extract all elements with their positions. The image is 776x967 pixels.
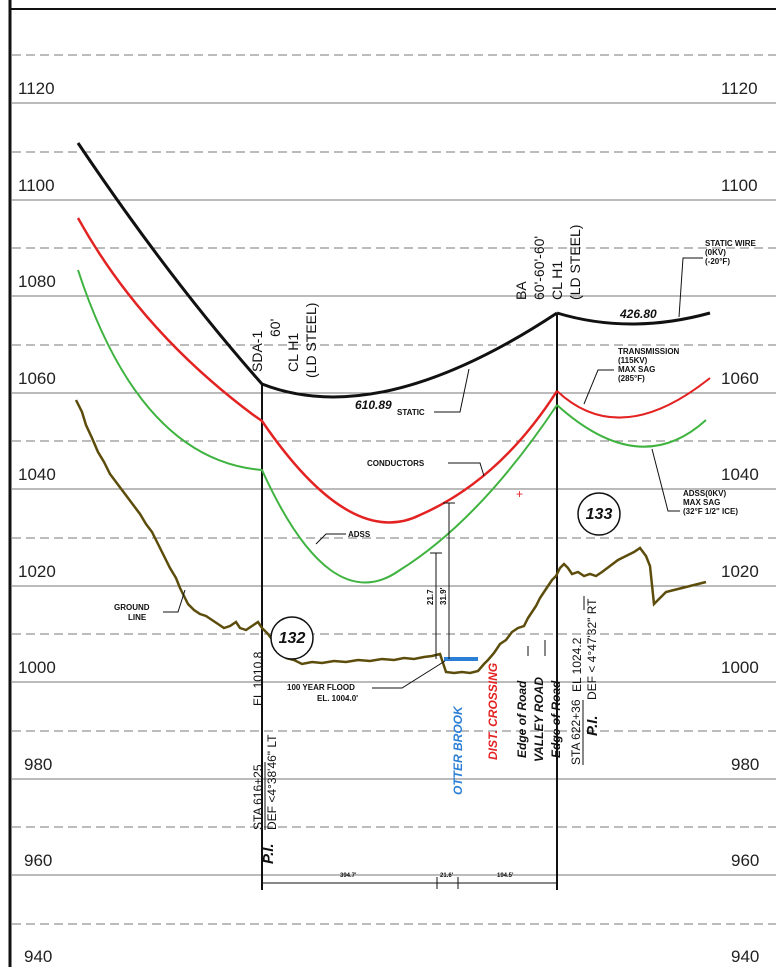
clearance-label-1: 21.7: [426, 589, 435, 605]
crossing-edge-of-road-2: Edge of Road: [549, 680, 563, 758]
elev-label-1020: 1020: [18, 562, 56, 581]
svg-text:(0KV): (0KV): [705, 248, 726, 257]
svg-text:(115KV): (115KV): [618, 356, 648, 365]
svg-text:EL. 1004.0': EL. 1004.0': [317, 694, 358, 703]
elev-label-1000: 1000: [18, 658, 56, 677]
svg-text:ADSS(0KV): ADSS(0KV): [683, 489, 726, 498]
svg-text:P.I.: P.I.: [260, 843, 277, 864]
red-plus-mark: +: [516, 487, 523, 501]
svg-text:100 YEAR FLOOD: 100 YEAR FLOOD: [287, 683, 355, 692]
svg-text:STA 616+25: STA 616+25: [251, 764, 265, 830]
structure-number-132: 132: [279, 630, 306, 647]
svg-text:CL H1: CL H1: [549, 261, 565, 300]
elev-label-right-980: 980: [731, 755, 759, 774]
elevation-grid: [12, 54, 776, 925]
elev-label-right-1000: 1000: [721, 658, 759, 677]
span-label-right: 426.80: [619, 307, 657, 321]
conductors-callout: CONDUCTORS: [367, 459, 485, 477]
structure-number-133: 133: [586, 506, 613, 523]
svg-text:(LD STEEL): (LD STEEL): [303, 303, 319, 378]
svg-text:CONDUCTORS: CONDUCTORS: [367, 459, 425, 468]
elev-label-940: 940: [24, 947, 52, 966]
conductor-right-span: [556, 377, 711, 419]
svg-text:EL 1010.8: EL 1010.8: [251, 651, 265, 706]
elev-label-1080: 1080: [18, 272, 56, 291]
adss-right-span: [556, 404, 707, 448]
svg-text:(285°F): (285°F): [618, 374, 645, 383]
svg-text:LINE: LINE: [128, 613, 147, 622]
crossing-valley-road: VALLEY ROAD: [532, 677, 546, 762]
elev-label-right-1120: 1120: [721, 79, 758, 98]
elev-label-980: 980: [24, 755, 52, 774]
svg-text:(LD STEEL): (LD STEEL): [567, 225, 583, 300]
elev-label-right-1060: 1060: [721, 369, 759, 388]
svg-text:(32°F 1/2" ICE): (32°F 1/2" ICE): [683, 507, 738, 516]
elevation-labels-left: 1120 1100 1080 1060 1040 1020 1000 980 9…: [14, 76, 74, 967]
elev-label-1060: 1060: [18, 369, 56, 388]
ground-profile: [74, 399, 707, 675]
dimension-label-1: 394.7': [340, 873, 357, 879]
svg-text:60'-60'-60': 60'-60'-60': [531, 236, 547, 300]
clearance-label-2: 31.9': [439, 587, 448, 605]
adss-callout: ADSS: [315, 530, 371, 545]
svg-text:CL H1: CL H1: [285, 333, 301, 372]
structure-label-right: BA 60'-60'-60' CL H1 (LD STEEL): [513, 225, 583, 300]
elev-label-right-940: 940: [731, 947, 759, 966]
elev-label-1040: 1040: [18, 465, 56, 484]
svg-text:EL 1024.2: EL 1024.2: [570, 637, 584, 692]
elev-label-right-1020: 1020: [721, 562, 759, 581]
flood-callout: 100 YEAR FLOOD EL. 1004.0': [287, 660, 446, 703]
svg-text:(-20°F): (-20°F): [705, 257, 730, 266]
elev-label-1100: 1100: [18, 176, 55, 195]
elev-label-right-960: 960: [731, 851, 759, 870]
svg-text:ADSS: ADSS: [348, 530, 371, 539]
ground-line-callout: GROUND LINE: [114, 589, 186, 622]
static-wire-left-span: [76, 142, 558, 399]
adss-left-span: [77, 269, 558, 584]
dimension-label-3: 194.5': [497, 873, 514, 879]
svg-text:BA: BA: [513, 281, 529, 300]
clearance-dimensions: [430, 502, 455, 659]
elev-label-right-1100: 1100: [721, 176, 758, 195]
svg-text:MAX SAG: MAX SAG: [683, 498, 720, 507]
svg-text:TRANSMISSION: TRANSMISSION: [618, 347, 680, 356]
structure-number-circle-133: [577, 492, 621, 536]
crossing-dist: DIST. CROSSING: [486, 663, 500, 760]
span-dimension-line: [261, 877, 558, 889]
svg-text:DEF <4°38'46" LT: DEF <4°38'46" LT: [265, 734, 279, 830]
structure-label-left: SDA-1 60' CL H1 (LD STEEL): [249, 303, 319, 378]
transmission-callout: TRANSMISSION (115KV) MAX SAG (285°F): [583, 347, 680, 405]
structure-number-circle-132: [270, 616, 314, 660]
svg-text:STATIC: STATIC: [397, 408, 425, 417]
static-wire-callout: STATIC WIRE (0KV) (-20°F): [678, 239, 756, 318]
static-wire-right-span: [556, 311, 711, 326]
elev-label-960: 960: [24, 851, 52, 870]
svg-text:MAX SAG: MAX SAG: [618, 365, 655, 374]
static-callout: STATIC: [397, 368, 470, 417]
station-annotation-right: P.I. STA 622+36 DEF < 4°47'32" RT EL 102…: [569, 596, 601, 765]
span-label-left: 610.89: [355, 398, 392, 412]
elev-label-1120: 1120: [18, 79, 55, 98]
adss-right-callout: ADSS(0KV) MAX SAG (32°F 1/2" ICE): [651, 448, 738, 516]
elev-label-right-1040: 1040: [721, 465, 759, 484]
elevation-labels-right: 1120 1100 1060 1040 1020 1000 980 960 94…: [712, 76, 776, 967]
crossing-edge-of-road-1: Edge of Road: [515, 680, 529, 758]
svg-text:STA 622+36: STA 622+36: [569, 699, 583, 765]
svg-text:STATIC WIRE: STATIC WIRE: [705, 239, 756, 248]
svg-text:GROUND: GROUND: [114, 603, 150, 612]
svg-text:DEF < 4°47'32" RT: DEF < 4°47'32" RT: [585, 598, 599, 700]
dimension-label-2: 21.6': [440, 873, 454, 879]
svg-text:60': 60': [267, 319, 283, 337]
conductor-left-span: [76, 217, 559, 524]
station-annotation-left: P.I. STA 616+25 DEF <4°38'46" LT EL 1010…: [251, 651, 279, 864]
svg-text:P.I.: P.I.: [584, 715, 601, 736]
svg-text:SDA-1: SDA-1: [249, 331, 265, 372]
crossing-otter-brook: OTTER BROOK: [451, 705, 465, 795]
